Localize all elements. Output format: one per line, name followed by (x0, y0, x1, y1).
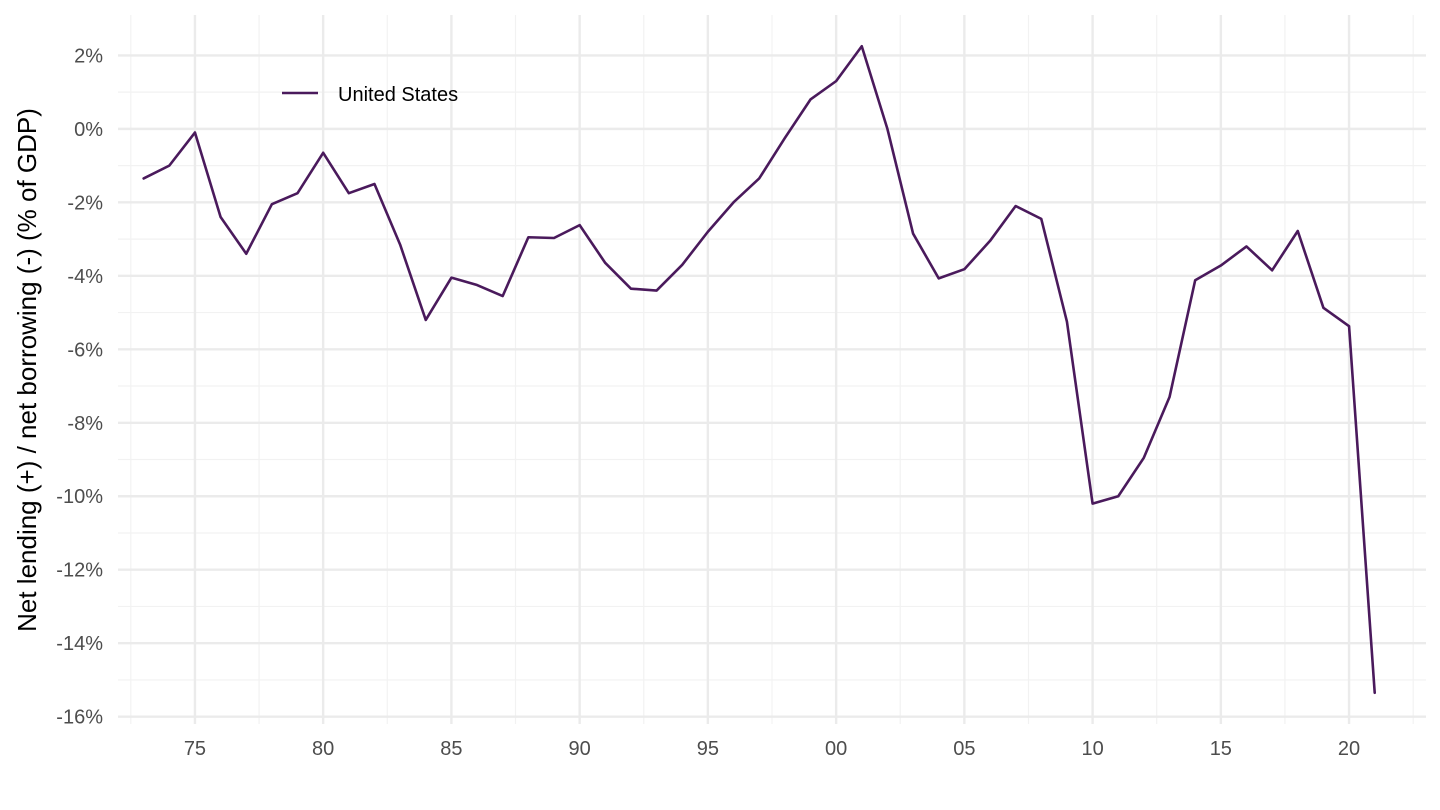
y-tick-label: -6% (67, 339, 103, 361)
x-tick-label: 20 (1338, 738, 1360, 760)
legend-label-united-states: United States (338, 84, 458, 106)
y-tick-label: -12% (56, 560, 103, 582)
x-tick-label: 75 (184, 738, 206, 760)
x-tick-label: 80 (312, 738, 334, 760)
x-tick-label: 10 (1081, 738, 1103, 760)
y-tick-label: 2% (74, 45, 103, 67)
y-tick-label: -8% (67, 413, 103, 435)
y-tick-label: -2% (67, 192, 103, 214)
minor-gridlines (118, 15, 1426, 724)
x-tick-label: 90 (569, 738, 591, 760)
series-layer (142, 44, 1377, 695)
x-tick-label: 15 (1210, 738, 1232, 760)
x-tick-label: 05 (953, 738, 975, 760)
legend: United States (282, 84, 458, 106)
x-axis-tick-labels: 75 80 85 90 95 00 05 10 15 20 (184, 738, 1360, 760)
y-tick-label: -16% (56, 707, 103, 729)
y-tick-label: -10% (56, 486, 103, 508)
y-axis-title: Net lending (+) / net borrowing (-) (% o… (12, 108, 42, 632)
y-tick-label: -4% (67, 266, 103, 288)
y-tick-label: 0% (74, 119, 103, 141)
x-tick-label: 85 (440, 738, 462, 760)
series-line-united-states (142, 44, 1377, 695)
y-axis-tick-labels: 2% 0% -2% -4% -6% -8% -10% -12% -14% -16% (56, 45, 103, 728)
x-tick-label: 00 (825, 738, 847, 760)
x-tick-label: 95 (697, 738, 719, 760)
y-tick-label: -14% (56, 633, 103, 655)
